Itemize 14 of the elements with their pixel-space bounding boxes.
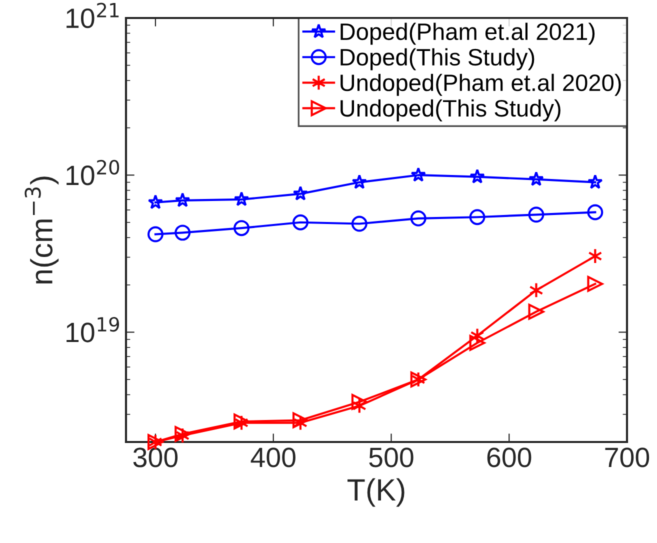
- legend-label: Doped(Pham et.al 2021): [340, 22, 595, 45]
- x-axis-title: T(K): [347, 478, 404, 507]
- legend-label: Undoped(Pham et.al 2020): [340, 74, 621, 96]
- x-tick-label: 600: [487, 448, 532, 468]
- legend-label: Doped(This Study): [340, 48, 534, 70]
- y-axis-title: n(cm$^{−3}$): [24, 176, 59, 284]
- x-tick-label: 400: [250, 448, 296, 468]
- x-tick-label: 500: [369, 448, 414, 468]
- legend-label: Undoped(This Study): [340, 99, 560, 122]
- x-tick-label: 700: [605, 448, 650, 468]
- y-tick-label: 10$^{20}$: [66, 160, 120, 186]
- y-tick-label: 10$^{21}$: [66, 2, 119, 28]
- x-tick-label: 300: [133, 448, 178, 468]
- y-tick-label: 10$^{19}$: [66, 316, 120, 342]
